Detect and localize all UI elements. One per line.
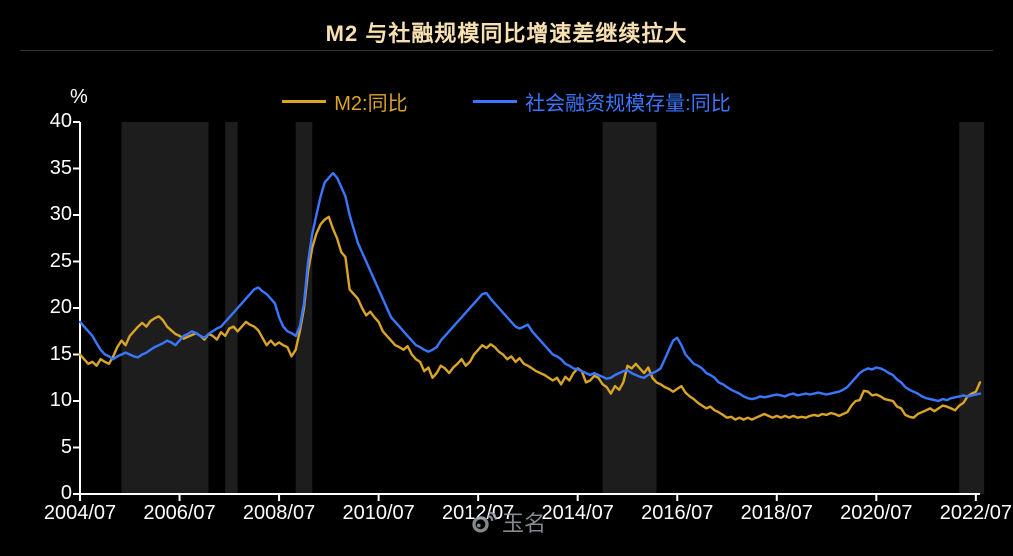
legend-label-m2: M2:同比: [334, 87, 407, 116]
y-tick-label: 35: [22, 157, 72, 180]
y-tick-label: 25: [22, 250, 72, 273]
x-tick-label: 2010/07: [342, 502, 414, 525]
x-tick-label: 2006/07: [143, 502, 215, 525]
x-tick-label: 2014/07: [542, 502, 614, 525]
chart-title: M2 与社融规模同比增速差继续拉大: [0, 16, 1013, 48]
watermark-text: 玉名: [502, 506, 546, 538]
y-tick-label: 10: [22, 389, 72, 412]
legend-item-sf: 社会融资规模存量:同比: [473, 87, 731, 116]
x-tick-label: 2018/07: [741, 502, 813, 525]
weibo-icon: [470, 508, 498, 536]
chart-container: M2 与社融规模同比增速差继续拉大 M2:同比 社会融资规模存量:同比 % 05…: [0, 0, 1013, 556]
x-tick-label: 2022/07: [940, 502, 1012, 525]
legend-swatch-sf: [473, 100, 517, 103]
title-divider: [20, 50, 993, 51]
weibo-watermark: 玉名: [470, 506, 546, 538]
legend-label-sf: 社会融资规模存量:同比: [525, 87, 731, 116]
y-tick-label: 5: [22, 436, 72, 459]
y-tick-label: 40: [22, 110, 72, 133]
y-tick-label: 20: [22, 296, 72, 319]
x-tick-label: 2008/07: [243, 502, 315, 525]
x-tick-label: 2020/07: [840, 502, 912, 525]
y-axis-unit: %: [70, 86, 88, 109]
x-tick-label: 2004/07: [44, 502, 116, 525]
y-tick-label: 15: [22, 343, 72, 366]
y-tick-label: 30: [22, 203, 72, 226]
legend-item-m2: M2:同比: [282, 87, 407, 116]
x-tick-label: 2016/07: [641, 502, 713, 525]
chart-legend: M2:同比 社会融资规模存量:同比: [0, 86, 1013, 116]
legend-swatch-m2: [282, 100, 326, 103]
chart-plot-area: [80, 122, 980, 494]
